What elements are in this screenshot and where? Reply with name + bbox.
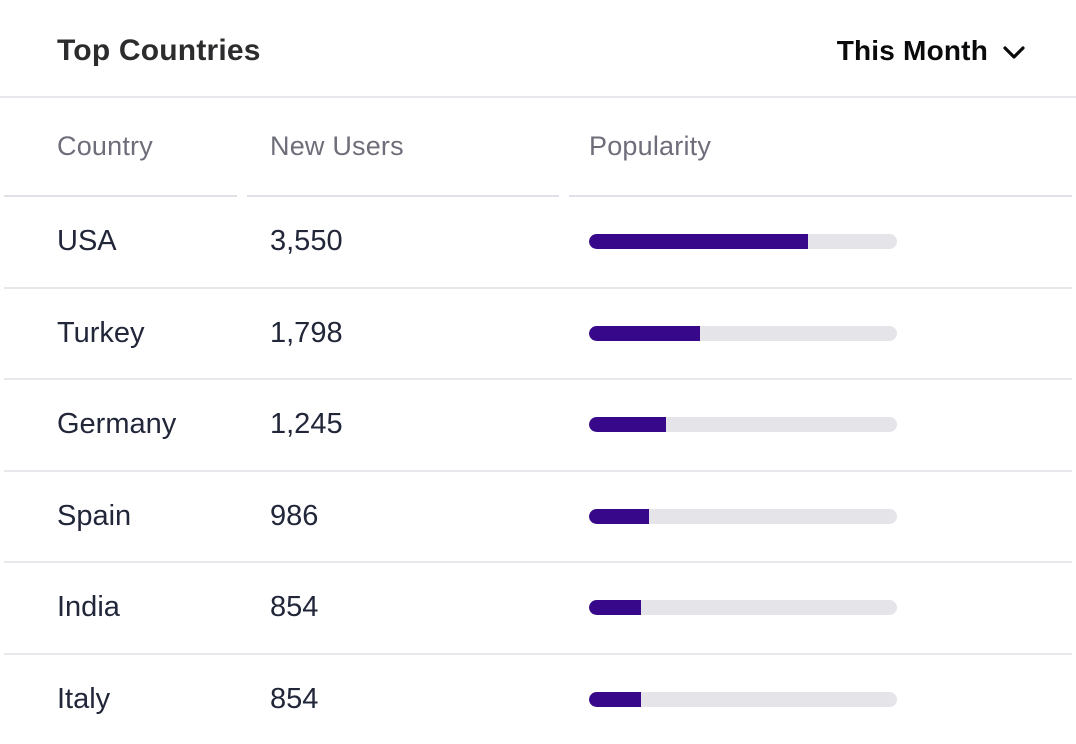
table-body: USA 3,550 Turkey 1,798 Germany 1,245	[0, 197, 1076, 744]
column-header-country: Country	[4, 98, 237, 197]
country-cell: USA	[57, 225, 117, 258]
new-users-cell: 3,550	[270, 225, 343, 258]
popularity-cell	[569, 197, 1072, 287]
period-selector[interactable]: This Month	[837, 35, 1026, 67]
popularity-bar-track	[589, 417, 897, 433]
popularity-bar-fill	[589, 600, 642, 616]
popularity-bar-track	[589, 508, 897, 524]
table-row: Germany 1,245	[4, 380, 1072, 472]
popularity-bar-track	[589, 691, 897, 707]
new-users-cell: 1,798	[270, 316, 343, 349]
column-header-popularity: Popularity	[569, 98, 1072, 197]
new-users-cell: 854	[270, 682, 319, 715]
country-cell: Germany	[57, 408, 177, 441]
popularity-bar-fill	[589, 234, 808, 250]
table-row: India 854	[4, 563, 1072, 655]
popularity-bar-fill	[589, 325, 700, 341]
country-cell: Italy	[57, 682, 111, 715]
chevron-down-icon	[1002, 41, 1026, 61]
page-title: Top Countries	[57, 34, 261, 67]
country-cell: Turkey	[57, 316, 145, 349]
popularity-bar-fill	[589, 508, 650, 524]
table-row: Italy 854	[4, 655, 1072, 744]
popularity-cell	[569, 655, 1072, 744]
table-header-row: Country New Users Popularity	[4, 98, 1072, 197]
new-users-cell: 1,245	[270, 408, 343, 441]
popularity-bar-fill	[589, 417, 666, 433]
popularity-cell	[569, 289, 1072, 379]
column-header-new-users: New Users	[247, 98, 559, 197]
new-users-cell: 854	[270, 591, 319, 624]
table-row: Turkey 1,798	[4, 289, 1072, 380]
table-row: USA 3,550	[4, 197, 1072, 289]
popularity-cell	[569, 563, 1072, 653]
card-header: Top Countries This Month	[0, 0, 1076, 98]
country-cell: India	[57, 591, 120, 624]
popularity-bar-track	[589, 600, 897, 616]
new-users-cell: 986	[270, 499, 319, 532]
popularity-cell	[569, 380, 1072, 470]
popularity-bar-fill	[589, 691, 642, 707]
period-selector-label: This Month	[836, 35, 988, 66]
popularity-cell	[569, 472, 1072, 562]
popularity-bar-track	[589, 234, 897, 250]
table-row: Spain 986	[4, 472, 1072, 563]
country-cell: Spain	[57, 499, 132, 532]
popularity-bar-track	[589, 325, 897, 341]
